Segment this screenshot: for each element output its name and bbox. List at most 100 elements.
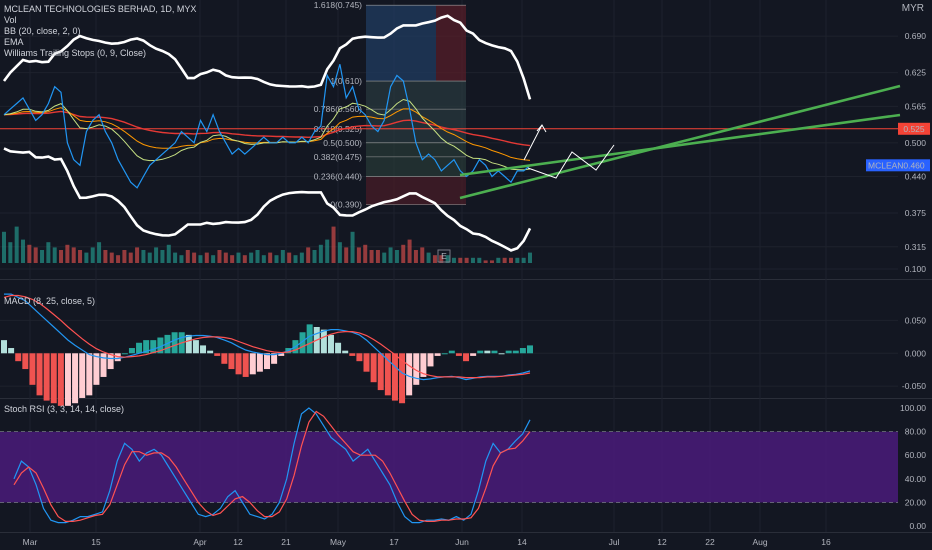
indicator-ema[interactable]: EMA (4, 37, 24, 47)
macd-histogram-bar (406, 353, 413, 396)
x-tick-label: 22 (705, 537, 715, 547)
volume-bar (236, 252, 241, 263)
volume-bar (249, 252, 254, 263)
volume-bar (217, 250, 222, 263)
volume-bar (211, 255, 216, 263)
channel-upper-line (459, 84, 901, 200)
macd-tick-label: -0.050 (902, 381, 926, 391)
macd-histogram-bar (420, 353, 427, 377)
x-tick-label: 14 (517, 537, 527, 547)
volume-bar (97, 242, 102, 263)
macd-signal-line (3, 294, 531, 379)
macd-histogram-bar (128, 348, 135, 354)
volume-bar (521, 257, 526, 263)
macd-histogram-bar (299, 332, 306, 354)
x-tick-label: May (330, 537, 347, 547)
macd-histogram-bar (306, 324, 313, 354)
stoch-tick-label: 60.00 (905, 450, 927, 460)
volume-bar (8, 242, 13, 263)
volume-bar (420, 247, 425, 263)
macd-histogram-bar (271, 353, 278, 364)
macd-title[interactable]: MACD (8, 25, close, 5) (4, 296, 96, 306)
macd-legend: MACD (8, 25, close, 5) (4, 296, 95, 307)
macd-histogram-bar (171, 332, 178, 354)
volume-bar (46, 242, 51, 263)
macd-histogram-bar (342, 350, 349, 354)
volume-bar (2, 231, 6, 263)
volume-bar (280, 250, 285, 263)
macd-histogram-bar (136, 342, 143, 354)
stoch-band (0, 431, 898, 503)
y-tick-label: 0.315 (905, 242, 927, 252)
projection-arrow (523, 124, 547, 161)
indicator-williams[interactable]: Williams Trailing Stops (0, 9, Close) (4, 48, 147, 58)
macd-histogram-bar (384, 353, 391, 396)
volume-bar (470, 257, 475, 263)
volume-bar (382, 252, 387, 263)
fib-zone-extension (366, 5, 436, 82)
volume-bar (401, 244, 406, 263)
macd-histogram-bar (256, 353, 263, 372)
volume-bar (52, 247, 57, 263)
x-tick-label: 12 (233, 537, 243, 547)
macd-histogram-bar (57, 353, 64, 406)
stoch-tick-label: 0.00 (909, 521, 926, 531)
volume-bar (369, 250, 374, 263)
macd-histogram-bar (207, 350, 214, 354)
macd-histogram-bar (192, 340, 199, 354)
stoch-tick-label: 100.00 (900, 403, 926, 413)
volume-bar (166, 244, 171, 263)
volume-bar (268, 252, 273, 263)
indicator-vol[interactable]: Vol (4, 15, 17, 25)
stoch-tick-label: 80.00 (905, 427, 927, 437)
volume-bar (59, 250, 64, 263)
ema-slow-line (3, 110, 531, 147)
volume-bar (27, 244, 32, 263)
x-tick-label: 15 (91, 537, 101, 547)
volume-bar (464, 257, 469, 263)
volume-bar (337, 242, 342, 263)
volume-bar (160, 250, 165, 263)
y-tick-label: 0.565 (905, 101, 927, 111)
volume-bar (274, 255, 279, 263)
macd-histogram-bar (491, 350, 498, 354)
macd-histogram-bar (264, 353, 270, 370)
volume-bar (451, 257, 456, 263)
volume-bar (483, 260, 488, 263)
volume-bar (331, 226, 336, 263)
indicator-bb[interactable]: BB (20, close, 2, 0) (4, 26, 81, 36)
earnings-marker: E (441, 251, 447, 261)
macd-tick-label: 0.000 (905, 348, 927, 358)
x-tick-label: 21 (281, 537, 291, 547)
macd-histogram-bar (377, 353, 384, 391)
macd-histogram-bar (164, 334, 171, 354)
volume-bar (84, 252, 89, 263)
volume-bar (439, 255, 444, 263)
macd-histogram-bar (519, 348, 526, 354)
volume-bar (40, 250, 45, 263)
resistance-price-tag (898, 122, 930, 135)
macd-histogram-bar (64, 353, 71, 406)
x-tick-label: Jun (455, 537, 469, 547)
macd-histogram-bar (50, 353, 57, 404)
volume-bar (223, 252, 228, 263)
stoch-title[interactable]: Stoch RSI (3, 3, 14, 14, close) (4, 404, 125, 414)
volume-bar (344, 247, 349, 263)
volume-bar (356, 247, 361, 263)
volume-bar (173, 252, 178, 263)
volume-bar (287, 252, 292, 263)
macd-histogram-bar (143, 340, 150, 354)
volume-bar (185, 250, 190, 263)
macd-tick-label: 0.050 (905, 315, 927, 325)
currency-label[interactable]: MYR (901, 3, 924, 14)
price-line (3, 64, 531, 189)
macd-histogram-bar (356, 353, 363, 362)
fib-zone-mid (366, 142, 466, 177)
volume-bar (496, 257, 501, 263)
stoch-d-line (13, 410, 531, 523)
macd-histogram-bar (484, 350, 491, 354)
volume-bar (293, 255, 298, 263)
x-tick-label: Mar (23, 537, 38, 547)
macd-histogram-bar (185, 334, 192, 354)
